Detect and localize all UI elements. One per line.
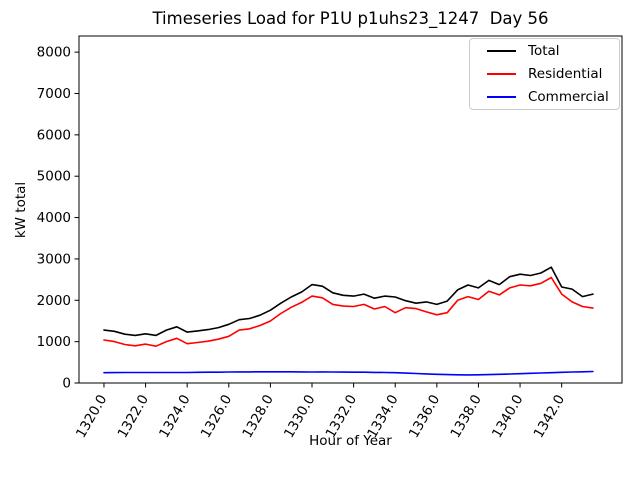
series-lines bbox=[103, 266, 594, 376]
series-total-line bbox=[103, 266, 594, 337]
legend-item-commercial: Commercial bbox=[470, 88, 619, 106]
y-axis-label: kW total bbox=[13, 181, 29, 239]
y-tick-label: 0 bbox=[62, 376, 71, 392]
chart-title: Timeseries Load for P1U p1uhs23_1247 Day… bbox=[152, 9, 549, 28]
y-axis-ticks: 0 1000 2000 3000 4000 5000 6000 7000 8000 bbox=[37, 45, 79, 392]
y-tick-label: 8000 bbox=[37, 45, 71, 61]
series-commercial-line bbox=[103, 370, 594, 376]
legend-line-sample-residential bbox=[487, 73, 516, 75]
y-tick-label: 7000 bbox=[37, 86, 71, 102]
legend-label-residential: Residential bbox=[528, 66, 603, 82]
plot-frame bbox=[78, 35, 623, 384]
x-axis-label: Hour of Year bbox=[309, 433, 392, 449]
y-tick-label: 6000 bbox=[37, 127, 71, 143]
y-tick-label: 5000 bbox=[37, 169, 71, 185]
legend-label-total: Total bbox=[528, 43, 560, 59]
legend-line-sample-commercial bbox=[487, 96, 516, 98]
y-tick-label: 2000 bbox=[37, 293, 71, 309]
y-tick-label: 3000 bbox=[37, 251, 71, 267]
y-tick-label: 4000 bbox=[37, 210, 71, 226]
legend: Total Residential Commercial bbox=[469, 38, 620, 110]
legend-item-residential: Residential bbox=[470, 65, 619, 83]
legend-line-sample-total bbox=[487, 50, 516, 52]
legend-item-total: Total bbox=[470, 42, 619, 60]
series-residential-line bbox=[103, 276, 594, 348]
legend-label-commercial: Commercial bbox=[528, 89, 609, 105]
y-tick-label: 1000 bbox=[37, 334, 71, 350]
